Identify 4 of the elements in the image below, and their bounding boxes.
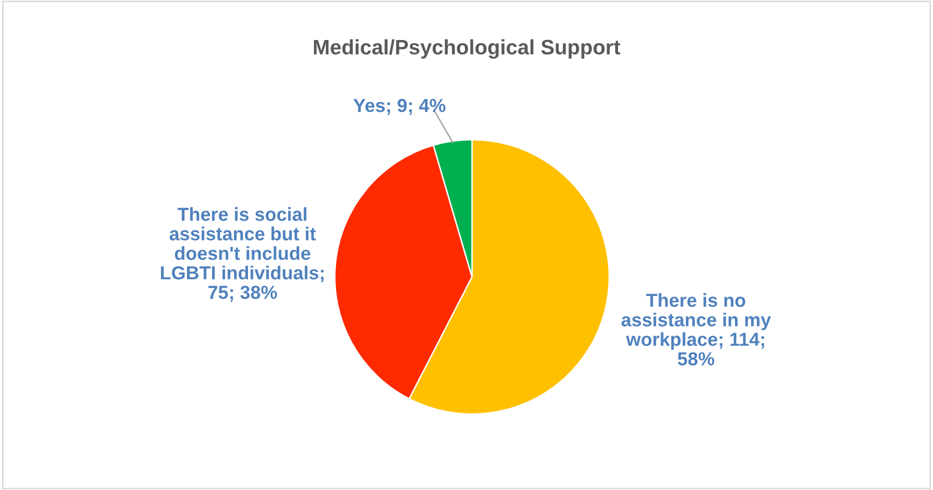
slice-label: There is no assistance in my workplace; 114; 58% — [622, 293, 771, 366]
slice-label: There is social assistance but it doesn't include LGBTI individuals; 75; 38% — [160, 207, 324, 302]
chart-title: Medical/Psychological Support — [314, 39, 620, 59]
slice-label: Yes; 9; 4% — [354, 98, 446, 115]
